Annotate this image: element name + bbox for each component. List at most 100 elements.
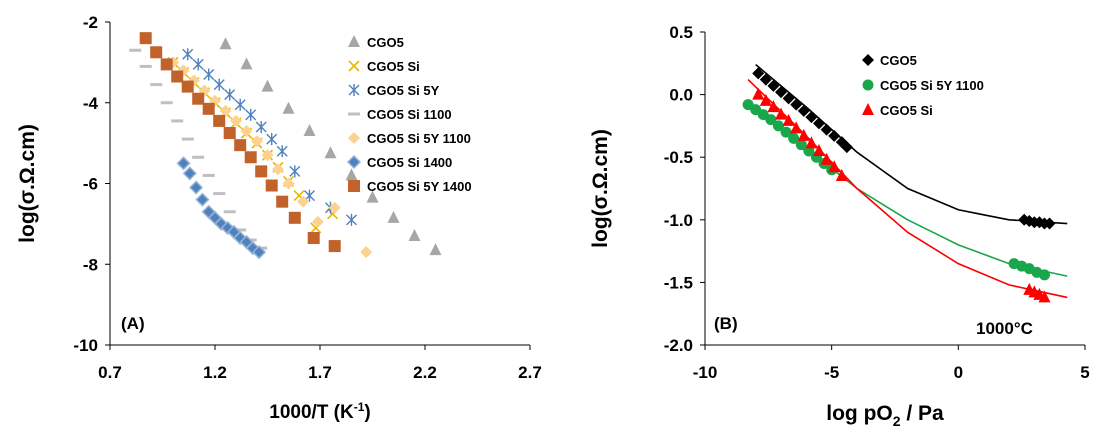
- series-5: [176, 156, 267, 260]
- data-point: [307, 232, 320, 245]
- data-point: [245, 108, 257, 121]
- x-tick-label: 5: [1080, 363, 1089, 382]
- data-point: [835, 168, 848, 181]
- y-tick-label: -2.0: [664, 336, 693, 355]
- data-point: [202, 173, 215, 177]
- data-point: [780, 126, 792, 138]
- panel-label: (B): [714, 314, 738, 333]
- data-point: [213, 114, 226, 127]
- y-tick-label: -1.5: [664, 273, 693, 292]
- x-tick-label: -10: [693, 363, 718, 382]
- x-tick-label: -5: [824, 363, 839, 382]
- data-point: [202, 102, 215, 115]
- legend-marker: [348, 84, 360, 96]
- panel-label: (A): [121, 314, 145, 333]
- y-tick-label: 0.0: [669, 86, 693, 105]
- data-point: [820, 152, 833, 165]
- data-point: [346, 213, 357, 226]
- data-point: [795, 139, 807, 151]
- data-point: [129, 48, 142, 52]
- x-tick-label: 1.7: [308, 363, 332, 382]
- data-point: [171, 119, 184, 123]
- data-point: [366, 190, 379, 203]
- data-point: [752, 87, 765, 100]
- x-tick-label: 2.2: [413, 363, 437, 382]
- data-point: [772, 120, 784, 132]
- data-point: [759, 93, 772, 106]
- y-tick-label: -2: [83, 13, 98, 32]
- data-point: [150, 46, 163, 59]
- series-0: [752, 63, 1068, 230]
- legend-label: CGO5 Si: [367, 59, 420, 74]
- legend-marker: [348, 35, 360, 47]
- data-point: [288, 211, 301, 224]
- fit-curve: [755, 63, 1068, 225]
- data-point: [328, 201, 341, 214]
- x-tick-label: 0: [954, 363, 963, 382]
- series-2: [747, 79, 1068, 303]
- data-point: [192, 155, 205, 159]
- panel-a-chart: 0.7 1.2 1.7 2.2 2.7 -2 -4 -6 -8 -10 1000/T (K-1) lo…: [16, 13, 542, 423]
- y-tick-label: -6: [83, 175, 98, 194]
- legend-marker: [348, 112, 360, 116]
- legend-label: CGO5 Si 5Y 1100: [880, 78, 984, 93]
- data-point: [192, 92, 205, 105]
- series-6: [139, 32, 341, 253]
- legend-marker: [862, 79, 874, 91]
- legend-marker: [348, 180, 360, 192]
- data-point: [234, 228, 247, 232]
- data-point: [782, 92, 795, 105]
- data-point: [176, 156, 191, 171]
- data-point: [324, 146, 337, 159]
- data-point: [265, 179, 278, 192]
- y-tick-label: -10: [73, 336, 98, 355]
- data-point: [234, 139, 247, 152]
- y-tick-label: 0.5: [669, 23, 693, 42]
- panel-b-chart: -10 -5 0 5 0.5 0.0 -0.5 -1.0 -1.5 -2.0 log pO2 / P…: [589, 23, 1090, 428]
- data-point: [387, 210, 400, 223]
- data-point: [219, 37, 232, 50]
- y-tick-label: -0.5: [664, 148, 693, 167]
- data-point: [160, 101, 173, 105]
- data-point: [255, 165, 268, 178]
- data-point: [797, 128, 810, 141]
- data-point: [813, 117, 825, 130]
- y-axis-label: log(σ.Ω.cm): [16, 124, 39, 243]
- legend: CGO5 CGO5 Si CGO5 Si 5Y CGO5 Si 1100 CGO5 Si…: [346, 35, 472, 194]
- data-point: [182, 166, 197, 181]
- data-point: [282, 177, 295, 190]
- legend-label: CGO5 Si 1100: [367, 107, 452, 122]
- data-point: [282, 101, 295, 114]
- data-point: [182, 48, 194, 61]
- data-point: [276, 195, 289, 208]
- data-point: [203, 68, 215, 81]
- data-point: [223, 210, 236, 214]
- data-point: [289, 165, 301, 178]
- legend-marker: [862, 103, 874, 115]
- data-point: [139, 64, 152, 68]
- y-tick-label: -4: [83, 94, 99, 113]
- data-point: [244, 151, 257, 164]
- data-point: [252, 245, 267, 260]
- data-point: [240, 57, 253, 70]
- y-axis-label: log(σ.Ω.cm): [589, 129, 612, 248]
- data-point: [219, 104, 232, 117]
- data-point: [303, 124, 316, 137]
- data-point: [189, 180, 204, 195]
- y-tick-label: -1.0: [664, 211, 693, 230]
- data-point: [213, 78, 225, 91]
- data-point: [805, 136, 818, 149]
- data-point: [255, 120, 267, 133]
- data-point: [192, 58, 204, 71]
- data-point: [276, 145, 288, 158]
- data-point: [240, 125, 253, 138]
- legend-label: CGO5 Si 5Y 1100: [367, 131, 471, 146]
- data-point: [790, 121, 803, 134]
- data-point: [1038, 290, 1051, 303]
- series-0: [219, 37, 442, 256]
- data-point: [195, 192, 210, 207]
- data-point: [261, 149, 274, 162]
- data-point: [311, 215, 324, 228]
- x-tick-label: 0.7: [98, 363, 122, 382]
